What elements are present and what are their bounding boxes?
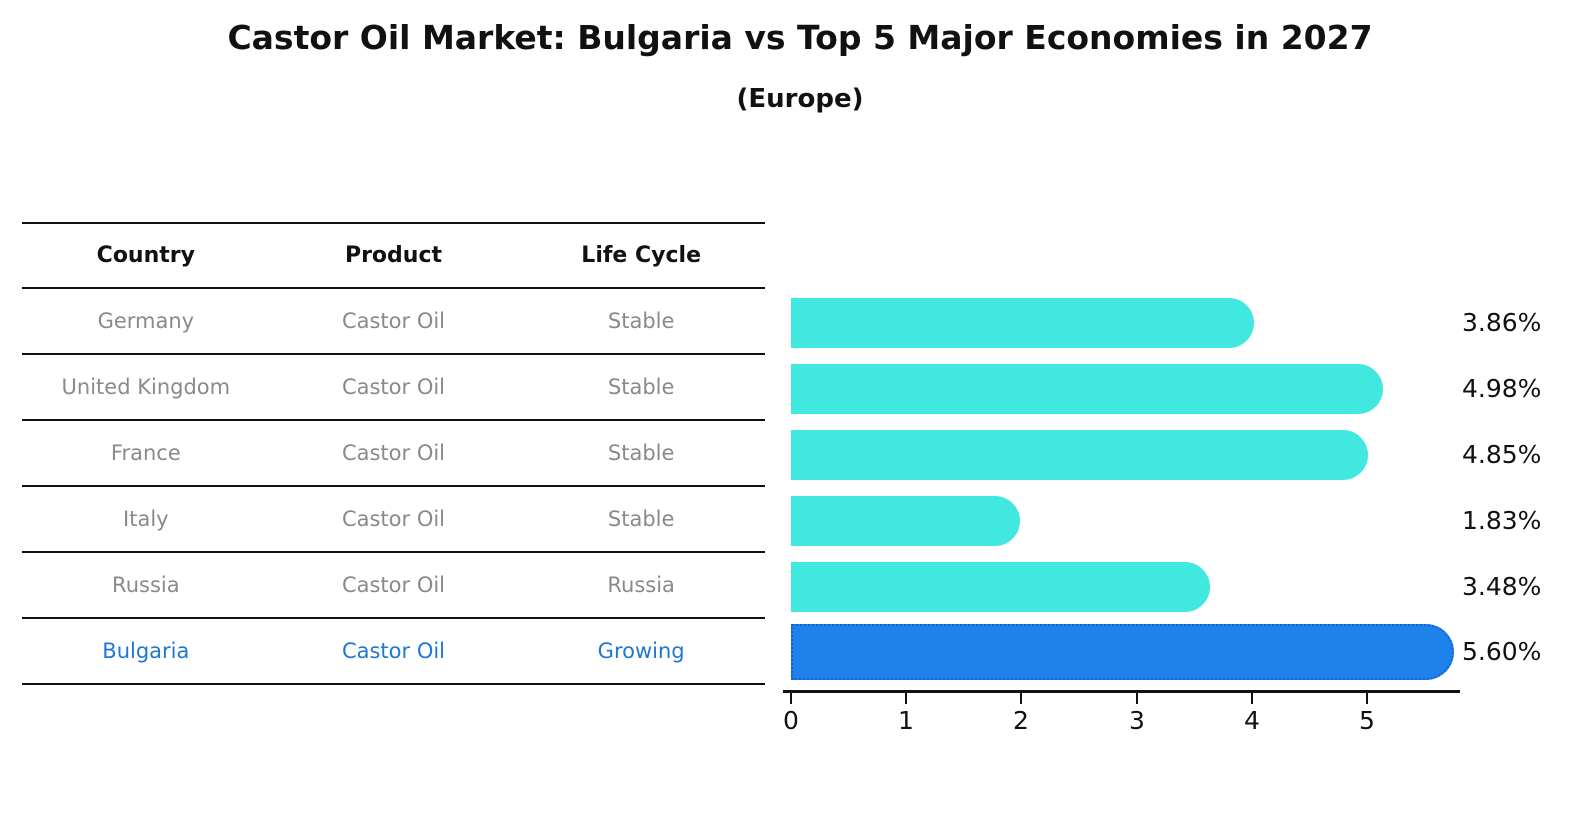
- x-tick-label: 1: [898, 706, 914, 735]
- bar-united-kingdom: [791, 364, 1383, 414]
- cell-product: Castor Oil: [269, 486, 518, 553]
- cell-country: Bulgaria: [22, 618, 270, 685]
- bar-france: [791, 430, 1368, 480]
- bar-value-label: 3.48%: [1462, 572, 1542, 601]
- cell-product: Castor Oil: [269, 354, 518, 421]
- table-row-russia: Russia Castor Oil Russia: [22, 552, 765, 619]
- cell-product: Castor Oil: [269, 420, 518, 487]
- bar-italy: [791, 496, 1020, 546]
- cell-lifecycle: Growing: [517, 618, 765, 685]
- bar-russia: [791, 562, 1210, 612]
- cell-country: United Kingdom: [22, 354, 270, 421]
- bar-value-label: 4.85%: [1462, 440, 1542, 469]
- x-tick-label: 4: [1244, 706, 1260, 735]
- cell-country: Italy: [22, 486, 270, 553]
- cell-product: Castor Oil: [269, 618, 518, 685]
- x-tick-label: 5: [1359, 706, 1375, 735]
- table-row-germany: Germany Castor Oil Stable: [22, 288, 765, 355]
- cell-lifecycle: Russia: [517, 552, 765, 619]
- cell-product: Castor Oil: [269, 552, 518, 619]
- bar-bulgaria: [791, 624, 1454, 680]
- x-axis-tick: [905, 693, 907, 704]
- chart-title: Castor Oil Market: Bulgaria vs Top 5 Maj…: [227, 18, 1373, 57]
- cell-lifecycle: Stable: [517, 288, 765, 355]
- bar-value-label: 5.60%: [1462, 637, 1542, 666]
- x-tick-label: 3: [1129, 706, 1145, 735]
- cell-country: France: [22, 420, 270, 487]
- bar-germany: [791, 298, 1254, 348]
- col-header-lifecycle: Life Cycle: [517, 223, 765, 289]
- table-row-bulgaria: Bulgaria Castor Oil Growing: [22, 618, 765, 685]
- x-axis-tick: [1366, 693, 1368, 704]
- country-table: Country Product Life Cycle Germany Casto…: [22, 222, 765, 685]
- table-row-united-kingdom: United Kingdom Castor Oil Stable: [22, 354, 765, 421]
- col-header-product: Product: [269, 223, 518, 289]
- x-tick-label: 0: [783, 706, 799, 735]
- cell-lifecycle: Stable: [517, 486, 765, 553]
- cell-country: Russia: [22, 552, 270, 619]
- x-tick-label: 2: [1013, 706, 1029, 735]
- cell-lifecycle: Stable: [517, 354, 765, 421]
- x-axis-tick: [1020, 693, 1022, 704]
- cell-product: Castor Oil: [269, 288, 518, 355]
- bar-value-label: 3.86%: [1462, 308, 1542, 337]
- table-header-row: Country Product Life Cycle: [22, 223, 765, 289]
- bar-value-label: 4.98%: [1462, 374, 1542, 403]
- x-axis-tick: [790, 693, 792, 704]
- table-row-italy: Italy Castor Oil Stable: [22, 486, 765, 553]
- chart-subtitle: (Europe): [736, 84, 864, 114]
- table-row-france: France Castor Oil Stable: [22, 420, 765, 487]
- x-axis-tick: [1251, 693, 1253, 704]
- cell-country: Germany: [22, 288, 270, 355]
- col-header-country: Country: [22, 223, 270, 289]
- cell-lifecycle: Stable: [517, 420, 765, 487]
- x-axis-line: [783, 690, 1460, 693]
- bar-value-label: 1.83%: [1462, 506, 1542, 535]
- x-axis-tick: [1136, 693, 1138, 704]
